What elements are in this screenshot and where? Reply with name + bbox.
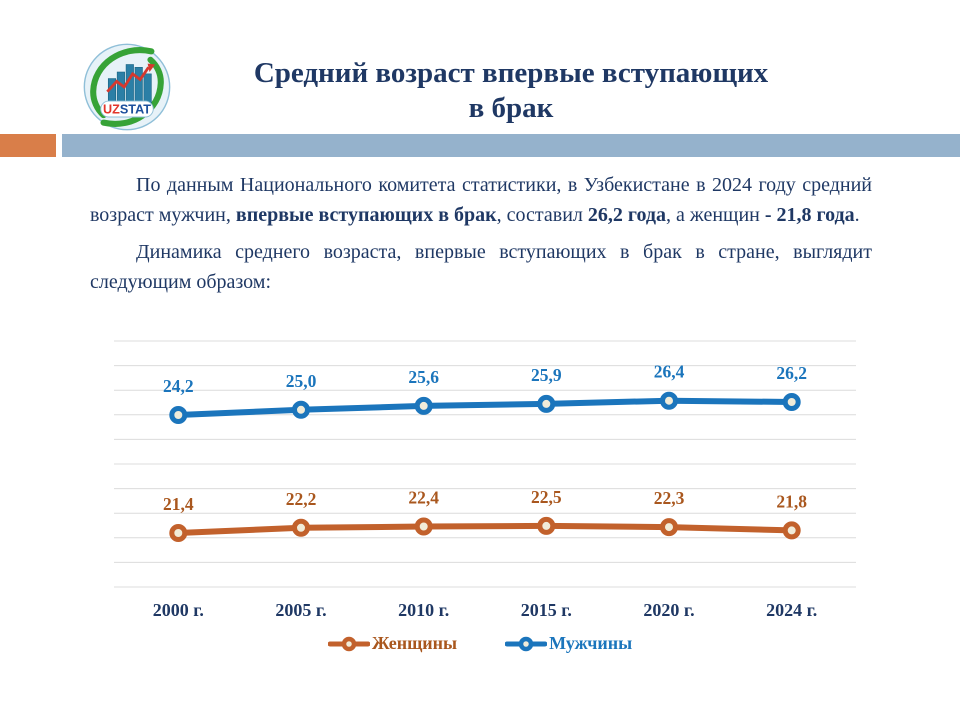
slide-title: Средний возраст впервые вступающих в бра… — [162, 56, 860, 126]
data-label-women: 21,8 — [776, 491, 807, 511]
x-axis-label: 2020 г. — [643, 600, 694, 620]
header-band-blue — [62, 134, 960, 157]
data-label-men: 25,0 — [286, 371, 317, 391]
chart-legend: Женщины Мужчины — [0, 633, 960, 654]
series-line-men — [175, 397, 795, 418]
text-segment: По данным Национального комитета статист… — [90, 174, 872, 226]
data-point-marker-men — [292, 400, 310, 419]
logo-arrow-icon — [147, 63, 156, 72]
data-label-women: 22,5 — [531, 487, 562, 507]
slide-title-line2: в брак — [468, 92, 554, 124]
uzstat-logo: UZSTAT — [83, 43, 171, 131]
data-point-marker-women — [292, 518, 310, 537]
data-label-women: 22,4 — [408, 488, 439, 508]
data-label-men: 25,9 — [531, 365, 562, 385]
data-point-marker-women — [782, 521, 801, 540]
data-point-marker-women — [537, 516, 556, 535]
text-segment: , составил — [496, 203, 588, 226]
data-point-marker-men — [537, 394, 556, 413]
data-label-men: 24,2 — [163, 376, 194, 396]
accent-bar-orange — [0, 134, 56, 157]
data-point-marker-men — [414, 396, 433, 415]
data-point-marker-women — [414, 517, 433, 536]
x-axis-label: 2005 г. — [275, 600, 326, 620]
logo-text-pill — [100, 100, 154, 118]
data-label-men: 26,4 — [654, 362, 685, 382]
data-label-women: 21,4 — [163, 494, 194, 514]
x-axis-label: 2015 г. — [521, 600, 572, 620]
emphasis-text: - 21,8 года — [764, 203, 855, 226]
text-segment: , а женщин — [666, 203, 765, 226]
data-point-marker-men — [782, 393, 801, 411]
legend-marker-icon-women — [327, 636, 370, 651]
data-point-marker-women — [660, 518, 678, 537]
x-axis-label: 2024 г. — [766, 600, 817, 620]
logo-green-swoosh-left — [90, 47, 155, 119]
text-segment: . — [854, 203, 860, 226]
emphasis-text: впервые вступающих в брак — [235, 203, 497, 226]
legend-label-men: Мужчины — [549, 633, 633, 653]
legend-label-women: Женщины — [371, 633, 458, 653]
legend-item-men: Мужчины — [505, 633, 632, 654]
logo-trend-line — [106, 66, 150, 93]
data-label-women: 22,2 — [286, 489, 317, 509]
logo-wordmark: UZSTAT — [103, 103, 151, 117]
legend-marker-icon-men — [505, 636, 548, 651]
legend-item-women: Женщины — [327, 633, 458, 654]
x-axis-label: 2000 г. — [153, 600, 204, 620]
data-point-marker-men — [660, 391, 678, 410]
emphasis-text: 26,2 года — [587, 203, 667, 226]
text-segment: Динамика среднего возраста, впервые всту… — [90, 241, 872, 293]
slide-title-line1: Средний возраст впервые вступающих — [253, 57, 769, 89]
logo-green-swoosh-right — [100, 56, 164, 127]
data-label-men: 26,2 — [776, 363, 807, 383]
data-label-men: 25,6 — [408, 367, 439, 387]
x-axis-label: 2010 г. — [398, 600, 449, 620]
body-text: По данным Национального комитета статист… — [90, 171, 872, 305]
series-line-women — [175, 522, 795, 536]
body-paragraph-2: Динамика среднего возраста, впервые всту… — [90, 238, 872, 297]
data-label-women: 22,3 — [654, 488, 685, 508]
data-point-marker-women — [169, 524, 188, 542]
body-paragraph-1: По данным Национального комитета статист… — [90, 171, 872, 230]
data-point-marker-men — [169, 406, 188, 424]
